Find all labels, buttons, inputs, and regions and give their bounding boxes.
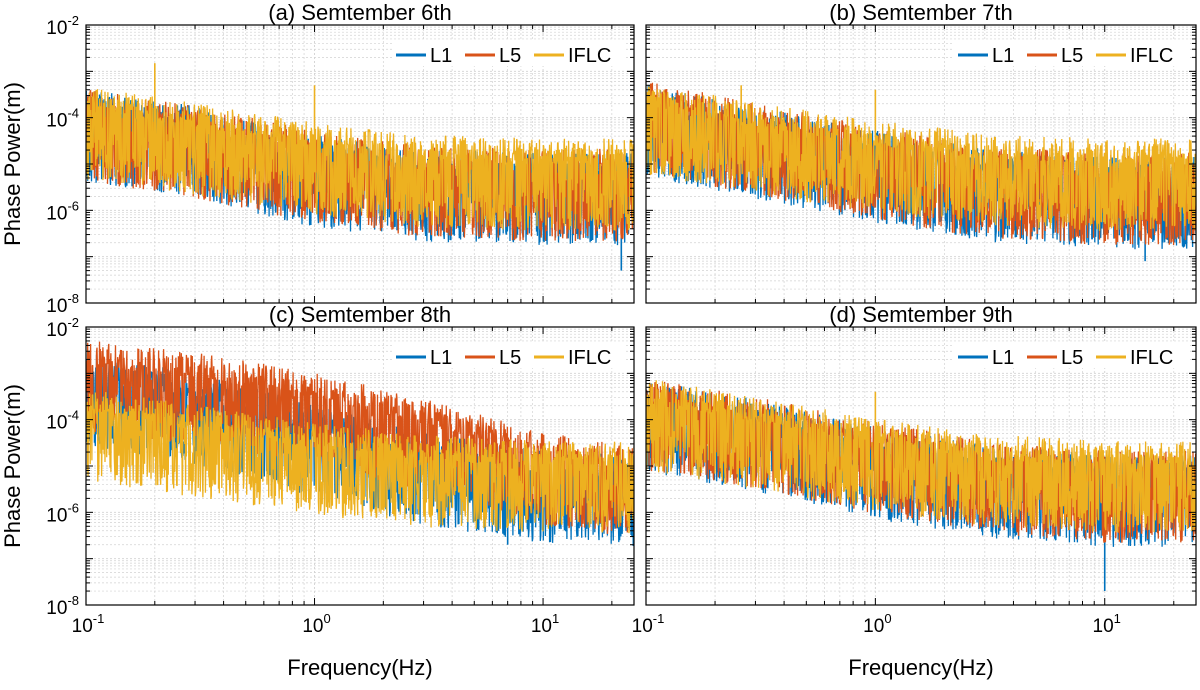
- y-tick-label: 10-6: [46, 500, 79, 526]
- plot-area: [646, 82, 1196, 262]
- legend-background: [392, 342, 626, 368]
- legend-label-l5: L5: [1061, 45, 1083, 67]
- x-tick-label: 100: [302, 611, 330, 637]
- legend-background: [954, 342, 1188, 368]
- legend: L1 L5 IFLC: [392, 342, 626, 369]
- legend-label-iflc: IFLC: [568, 45, 611, 67]
- x-tick-label: 10-1: [632, 611, 665, 637]
- legend-label-iflc: IFLC: [1130, 347, 1173, 369]
- legend: L1 L5 IFLC: [954, 342, 1188, 369]
- legend-label-iflc: IFLC: [568, 347, 611, 369]
- legend-label-iflc: IFLC: [1130, 45, 1173, 67]
- plot-area: [646, 380, 1196, 592]
- series-line-iflc: [646, 86, 1196, 231]
- x-tick-label: 101: [1093, 611, 1121, 637]
- plot-area: [86, 63, 634, 271]
- legend-background: [954, 40, 1188, 66]
- ticks: [645, 326, 1196, 606]
- y-axis-label: Phase Power(m): [0, 82, 25, 246]
- series-line-iflc: [86, 89, 634, 231]
- panel-3: 10-8 10-6 10-4 10-2 10-1 100 101 (c) Semtember …: [0, 302, 635, 680]
- x-tick-label: 10-1: [72, 611, 105, 637]
- chart-title: (c) Semtember 8th: [269, 302, 451, 327]
- x-axis-label: Frequency(Hz): [287, 655, 432, 680]
- panel-2: (b) Semtember 7th L1 L5 IFLC: [645, 0, 1197, 304]
- legend: L1 L5 IFLC: [954, 40, 1188, 67]
- y-tick-label: 10-2: [46, 315, 79, 341]
- y-axis-label: Phase Power(m): [0, 384, 25, 548]
- legend-label-l1: L1: [992, 347, 1014, 369]
- y-tick-label: 10-8: [46, 291, 79, 317]
- series-line-iflc: [86, 391, 634, 534]
- legend: L1 L5 IFLC: [392, 40, 626, 67]
- x-axis-label: Frequency(Hz): [848, 655, 993, 680]
- legend-label-l5: L5: [1061, 347, 1083, 369]
- legend-background: [392, 40, 626, 66]
- y-tick-label: 10-6: [46, 198, 79, 224]
- legend-label-l1: L1: [992, 45, 1014, 67]
- legend-label-l1: L1: [430, 45, 452, 67]
- y-tick-label: 10-2: [46, 13, 79, 39]
- x-tick-label: 101: [531, 611, 559, 637]
- chart-title: (d) Semtember 9th: [829, 302, 1012, 327]
- chart-title: (b) Semtember 7th: [829, 0, 1012, 25]
- ticks: [645, 24, 1196, 304]
- y-tick-label: 10-4: [46, 408, 79, 434]
- panel-4: 10-1 100 101 (d) Semtember 9th Frequency(Hz)…: [632, 302, 1197, 680]
- y-tick-label: 10-4: [46, 106, 79, 132]
- panel-1: 10-8 10-6 10-4 10-2 (a) Semtember 6th Phase P…: [0, 0, 635, 317]
- legend-label-l5: L5: [499, 45, 521, 67]
- ticks: [85, 24, 634, 304]
- ticks: [85, 326, 634, 606]
- plot-area: [86, 341, 634, 547]
- y-tick-label: 10-8: [46, 593, 79, 619]
- chart-title: (a) Semtember 6th: [268, 0, 451, 25]
- legend-label-l1: L1: [430, 347, 452, 369]
- legend-label-l5: L5: [499, 347, 521, 369]
- series-line-iflc: [646, 380, 1196, 533]
- x-tick-label: 100: [863, 611, 891, 637]
